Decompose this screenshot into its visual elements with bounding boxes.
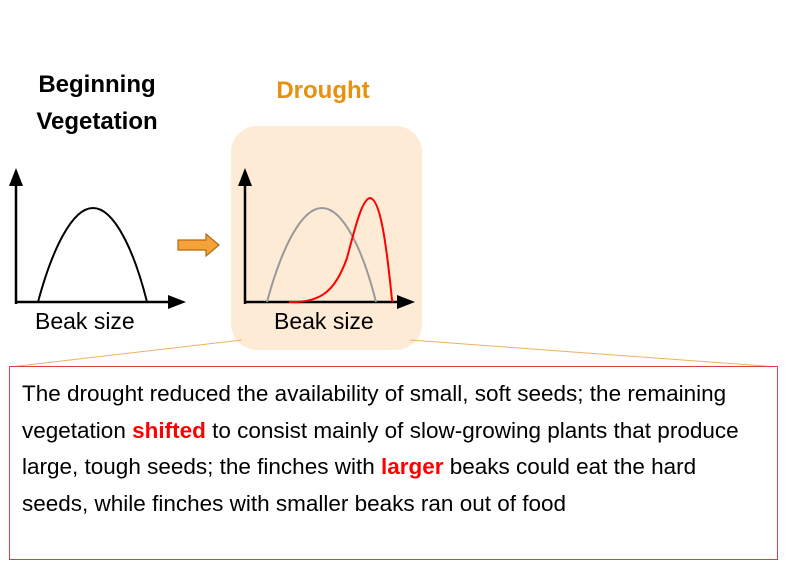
highlight-larger: larger xyxy=(380,454,444,479)
explanation-text-part2: to consist mainly of slow-growing plants… xyxy=(22,417,739,480)
drought-title: Drought xyxy=(276,77,370,104)
drought-panel xyxy=(231,126,422,350)
right-chart-axes xyxy=(238,168,415,309)
connector-line-left xyxy=(9,339,243,368)
highlight-shifted: shifted xyxy=(132,417,206,443)
right-x-arrowhead xyxy=(397,295,415,309)
left-x-axis-label: Beak size xyxy=(35,308,135,334)
beginning-vegetation-title: Beginning Vegetation xyxy=(12,66,182,140)
left-x-arrowhead xyxy=(168,295,186,309)
explanation-text-part3: beaks could eat the hard seeds, while fi… xyxy=(22,454,697,516)
right-y-arrowhead xyxy=(238,168,252,186)
explanation-text-part1: The drought reduced the availability of … xyxy=(22,381,727,443)
beginning-title-line1: Beginning xyxy=(38,71,156,98)
transition-arrow xyxy=(177,232,220,258)
left-chart-axes xyxy=(9,168,186,309)
left-distribution-curve xyxy=(37,206,148,303)
right-x-axis-label: Beak size xyxy=(274,308,374,334)
beginning-title-line2: Vegetation xyxy=(36,108,158,135)
after-distribution-curve xyxy=(288,196,394,304)
left-y-arrowhead xyxy=(9,168,23,186)
explanation-box: The drought reduced the availability of … xyxy=(9,366,778,560)
connector-line-right xyxy=(409,339,779,368)
before-distribution-curve xyxy=(266,206,377,303)
